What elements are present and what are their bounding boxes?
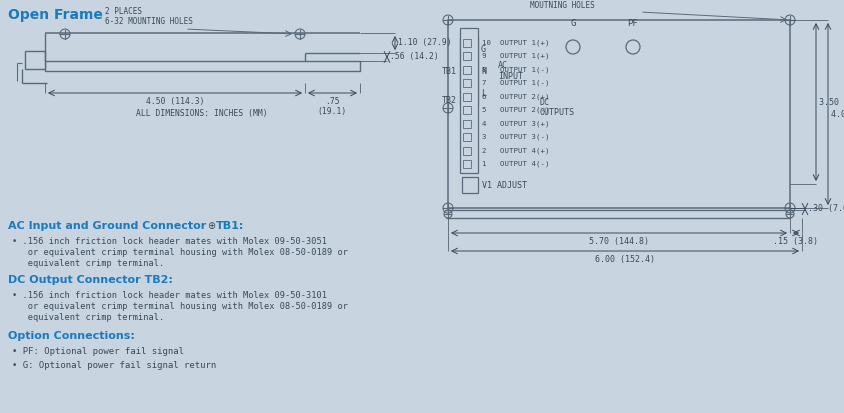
Text: 5.70 (144.8): 5.70 (144.8) xyxy=(588,237,648,246)
Bar xyxy=(463,133,470,141)
Bar xyxy=(463,66,472,75)
Text: 3.50 (88.9): 3.50 (88.9) xyxy=(818,97,844,107)
Text: AC Input and Ground Connector: AC Input and Ground Connector xyxy=(8,221,210,231)
Text: ALL DIMENSIONS: INCHES (MM): ALL DIMENSIONS: INCHES (MM) xyxy=(136,109,268,118)
Text: • .156 inch friction lock header mates with Molex 09-50-3051: • .156 inch friction lock header mates w… xyxy=(12,237,327,246)
Text: • G: Optional power fail signal return: • G: Optional power fail signal return xyxy=(12,361,216,370)
Bar xyxy=(459,28,478,173)
Bar xyxy=(45,61,360,71)
Text: 9   OUTPUT 1(+): 9 OUTPUT 1(+) xyxy=(481,53,549,59)
Bar xyxy=(463,119,470,128)
Bar xyxy=(463,38,470,47)
Bar xyxy=(463,106,470,114)
Text: L: L xyxy=(480,88,485,97)
Text: equivalent crimp terminal.: equivalent crimp terminal. xyxy=(12,259,164,268)
Text: 7   OUTPUT 1(-): 7 OUTPUT 1(-) xyxy=(481,80,549,86)
Text: 2 PLACES
6-32 MOUNTING HOLES: 2 PLACES 6-32 MOUNTING HOLES xyxy=(105,7,192,26)
Text: 6.00 (152.4): 6.00 (152.4) xyxy=(594,255,654,264)
Text: .56 (14.2): .56 (14.2) xyxy=(390,52,438,62)
Text: TB1: TB1 xyxy=(441,66,457,76)
Bar xyxy=(463,79,470,87)
Text: or equivalent crimp terminal housing with Molex 08-50-0189 or: or equivalent crimp terminal housing wit… xyxy=(12,302,348,311)
Bar xyxy=(25,51,45,69)
Text: • .156 inch friction lock header mates with Molex 09-50-3101: • .156 inch friction lock header mates w… xyxy=(12,291,327,300)
Text: Open Frame: Open Frame xyxy=(8,8,103,22)
Bar xyxy=(459,37,478,105)
Text: V1 ADJUST: V1 ADJUST xyxy=(481,180,527,190)
Bar xyxy=(463,93,470,100)
Text: 1   OUTPUT 4(-): 1 OUTPUT 4(-) xyxy=(481,161,549,167)
Bar xyxy=(463,44,472,53)
Text: 4.50 (114.3): 4.50 (114.3) xyxy=(145,97,204,106)
Text: or equivalent crimp terminal housing with Molex 08-50-0189 or: or equivalent crimp terminal housing wit… xyxy=(12,248,348,257)
Bar xyxy=(447,20,789,208)
Text: 1.10 (27.9): 1.10 (27.9) xyxy=(398,38,451,47)
Text: TB1:: TB1: xyxy=(216,221,244,231)
Text: 8   OUTPUT 1(-): 8 OUTPUT 1(-) xyxy=(481,66,549,73)
Text: 10  OUTPUT 1(+): 10 OUTPUT 1(+) xyxy=(481,39,549,46)
Text: G: G xyxy=(480,45,485,54)
Bar xyxy=(463,160,470,168)
Text: DC Output Connector TB2:: DC Output Connector TB2: xyxy=(8,275,173,285)
Text: .30 (7.6): .30 (7.6) xyxy=(807,204,844,214)
Text: 4   OUTPUT 3(+): 4 OUTPUT 3(+) xyxy=(481,120,549,127)
Text: 3   OUTPUT 3(-): 3 OUTPUT 3(-) xyxy=(481,134,549,140)
Bar xyxy=(463,66,470,74)
Text: equivalent crimp terminal.: equivalent crimp terminal. xyxy=(12,313,164,322)
Text: Option Connections:: Option Connections: xyxy=(8,331,135,341)
Bar xyxy=(463,52,470,60)
Text: • PF: Optional power fail signal: • PF: Optional power fail signal xyxy=(12,347,184,356)
Text: .15 (3.8): .15 (3.8) xyxy=(772,237,818,246)
Bar xyxy=(462,177,478,193)
Text: .75
(19.1): .75 (19.1) xyxy=(317,97,347,116)
Text: AC
INPUT: AC INPUT xyxy=(497,61,522,81)
Text: 4.00 (101.6): 4.00 (101.6) xyxy=(830,109,844,119)
Text: DC
OUTPUTS: DC OUTPUTS xyxy=(539,98,574,117)
Text: TB2: TB2 xyxy=(441,96,457,105)
Text: 4 PLACES
0.157 (3.9) DIA.
MOUTNING HOLES: 4 PLACES 0.157 (3.9) DIA. MOUTNING HOLES xyxy=(529,0,603,10)
Bar xyxy=(463,147,470,154)
Text: 5   OUTPUT 2(-): 5 OUTPUT 2(-) xyxy=(481,107,549,113)
Text: 2   OUTPUT 4(+): 2 OUTPUT 4(+) xyxy=(481,147,549,154)
Text: G: G xyxy=(570,19,575,28)
Bar xyxy=(463,88,472,97)
Text: 6   OUTPUT 2(+): 6 OUTPUT 2(+) xyxy=(481,93,549,100)
Text: ⊕: ⊕ xyxy=(207,221,215,231)
Text: N: N xyxy=(480,66,485,76)
Text: PF: PF xyxy=(627,19,637,28)
